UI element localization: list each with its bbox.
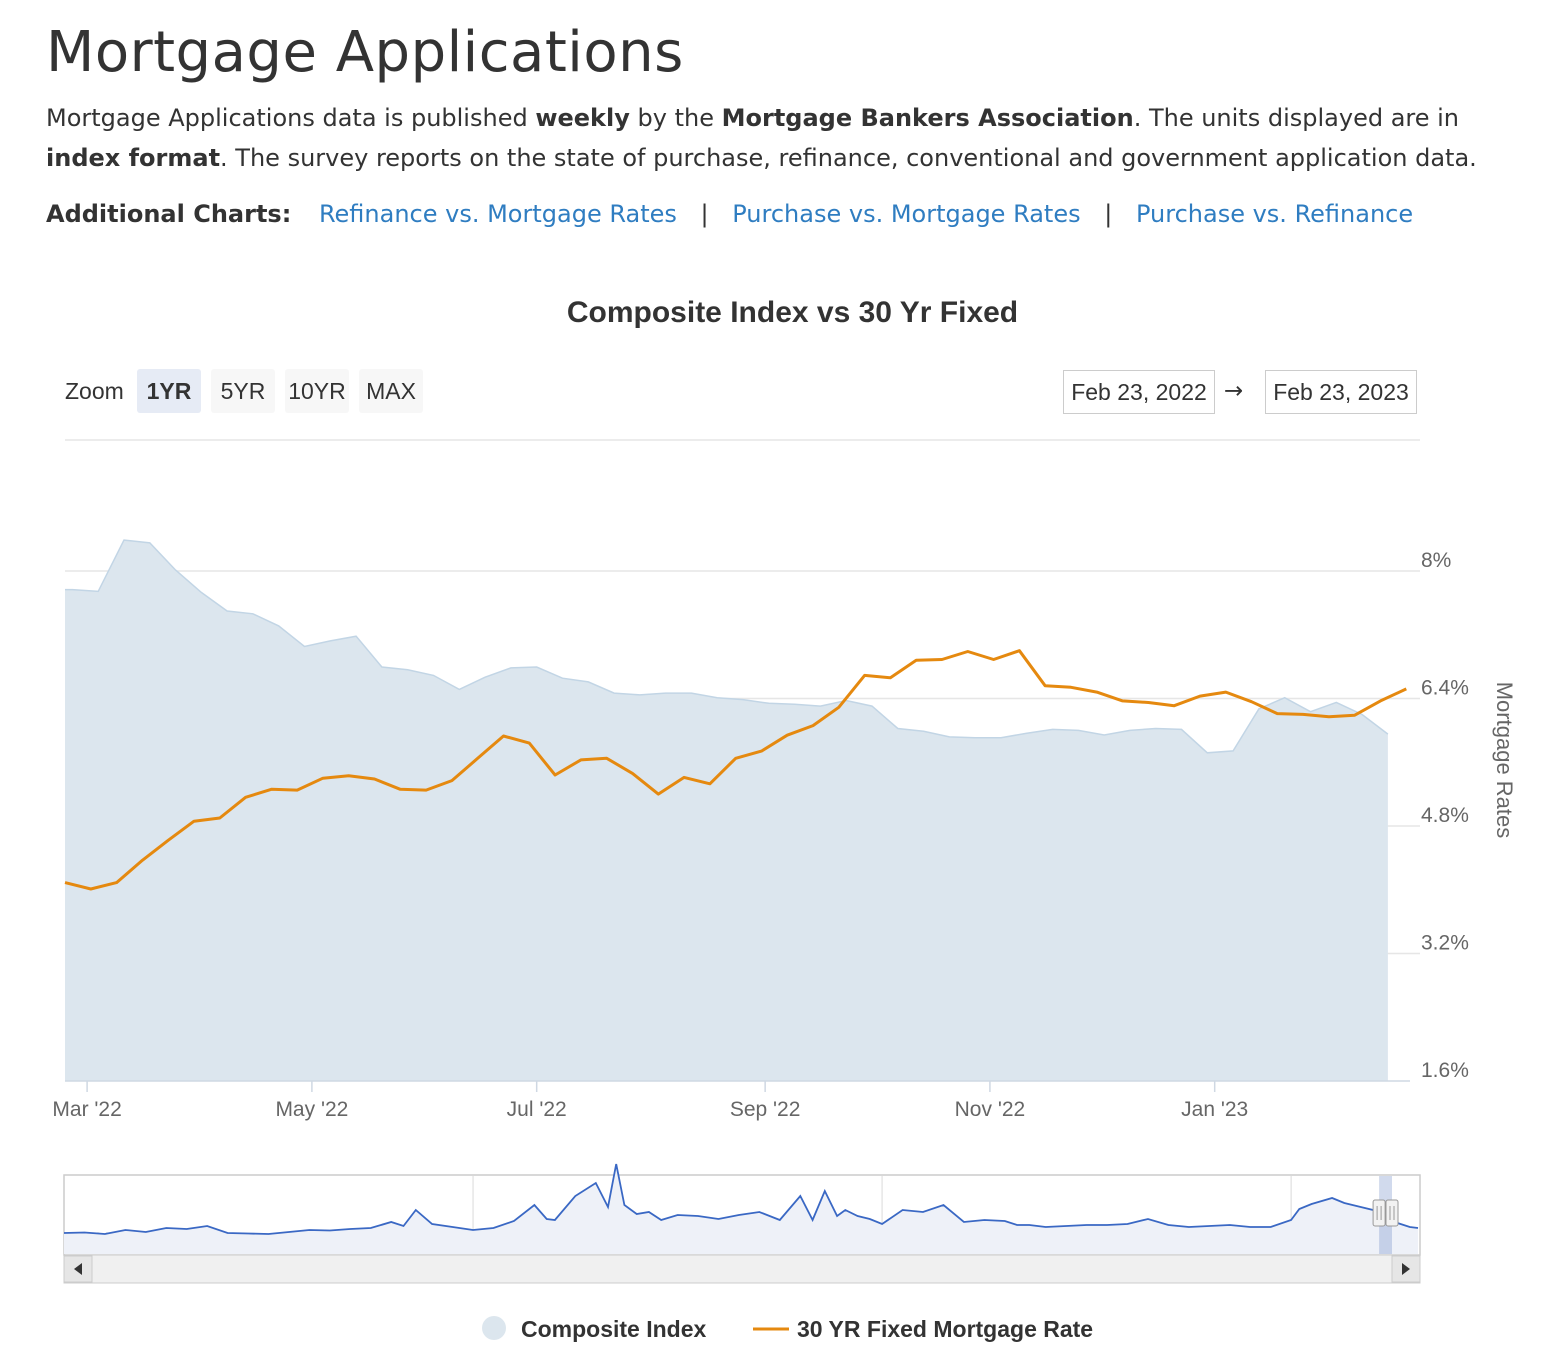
link-refinance-vs-mortgage-rates[interactable]: Refinance vs. Mortgage Rates [318,200,677,228]
scroll-right-button[interactable] [1391,1255,1421,1283]
additional-charts-label: Additional Charts: [46,200,292,228]
x-tick-label: Sep '22 [730,1098,801,1121]
date-from-input[interactable]: Feb 23, 2022 [1063,370,1215,414]
legend-composite-label[interactable]: Composite Index [521,1316,707,1342]
date-to-input[interactable]: Feb 23, 2023 [1265,370,1417,414]
link-purchase-vs-mortgage-rates[interactable]: Purchase vs. Mortgage Rates [732,200,1081,228]
navigator-line [63,1163,1419,1235]
intro-bold-frequency: weekly [535,104,630,132]
link-purchase-vs-refinance[interactable]: Purchase vs. Refinance [1135,200,1414,228]
y-axis-title: Mortgage Rates [1492,682,1517,839]
y-tick-label: 6.4% [1421,677,1469,700]
y-tick-label: 1.6% [1421,1059,1469,1082]
chart-title: Composite Index vs 30 Yr Fixed [566,296,1019,329]
zoom-1yr-button[interactable]: 1YR [137,369,201,413]
zoom-max-button[interactable]: MAX [359,369,423,413]
navigator-scrollbar-track[interactable] [63,1254,1421,1284]
x-tick-label: Mar '22 [52,1098,121,1121]
mortgage-rate-line [64,649,1407,891]
zoom-5yr-button[interactable]: 5YR [211,369,275,413]
date-range-arrow: → [1224,378,1244,404]
link-separator: | [1104,200,1113,228]
intro-text-3: . The units displayed are in [1133,104,1460,132]
intro-bold-units: index format [46,144,221,172]
page-title: Mortgage Applications [46,20,684,85]
x-tick-label: Jan '23 [1181,1098,1248,1121]
navigator-handle[interactable] [1385,1199,1399,1227]
x-tick-label: Jul '22 [507,1098,567,1121]
link-separator: | [700,200,709,228]
intro-text-4: . The survey reports on the state of pur… [220,144,1477,172]
y-tick-label: 8% [1421,549,1451,572]
composite-index-area [65,540,1388,1081]
scroll-right-arrow-icon [1402,1263,1410,1275]
y-tick-label: 4.8% [1421,804,1469,827]
navigator-area [64,1164,1418,1254]
x-tick-label: Nov '22 [955,1098,1026,1121]
x-tick-label: May '22 [275,1098,348,1121]
intro-text-1: Mortgage Applications data is published [46,104,536,132]
scroll-left-arrow-icon [74,1263,82,1275]
additional-charts: Additional Charts: Refinance vs. Mortgag… [46,194,1413,234]
navigator-handle[interactable] [1372,1199,1386,1227]
y-tick-label: 3.2% [1421,932,1469,955]
intro-paragraph: Mortgage Applications data is published … [46,98,1516,178]
legend-rate-label[interactable]: 30 YR Fixed Mortgage Rate [797,1316,1093,1342]
intro-bold-source: Mortgage Bankers Association [721,104,1134,132]
composite-index-edge [65,539,1389,754]
intro-text-2: by the [629,104,722,132]
legend-composite-swatch [482,1316,506,1340]
zoom-label: Zoom [65,378,124,404]
zoom-10yr-button[interactable]: 10YR [285,369,349,413]
